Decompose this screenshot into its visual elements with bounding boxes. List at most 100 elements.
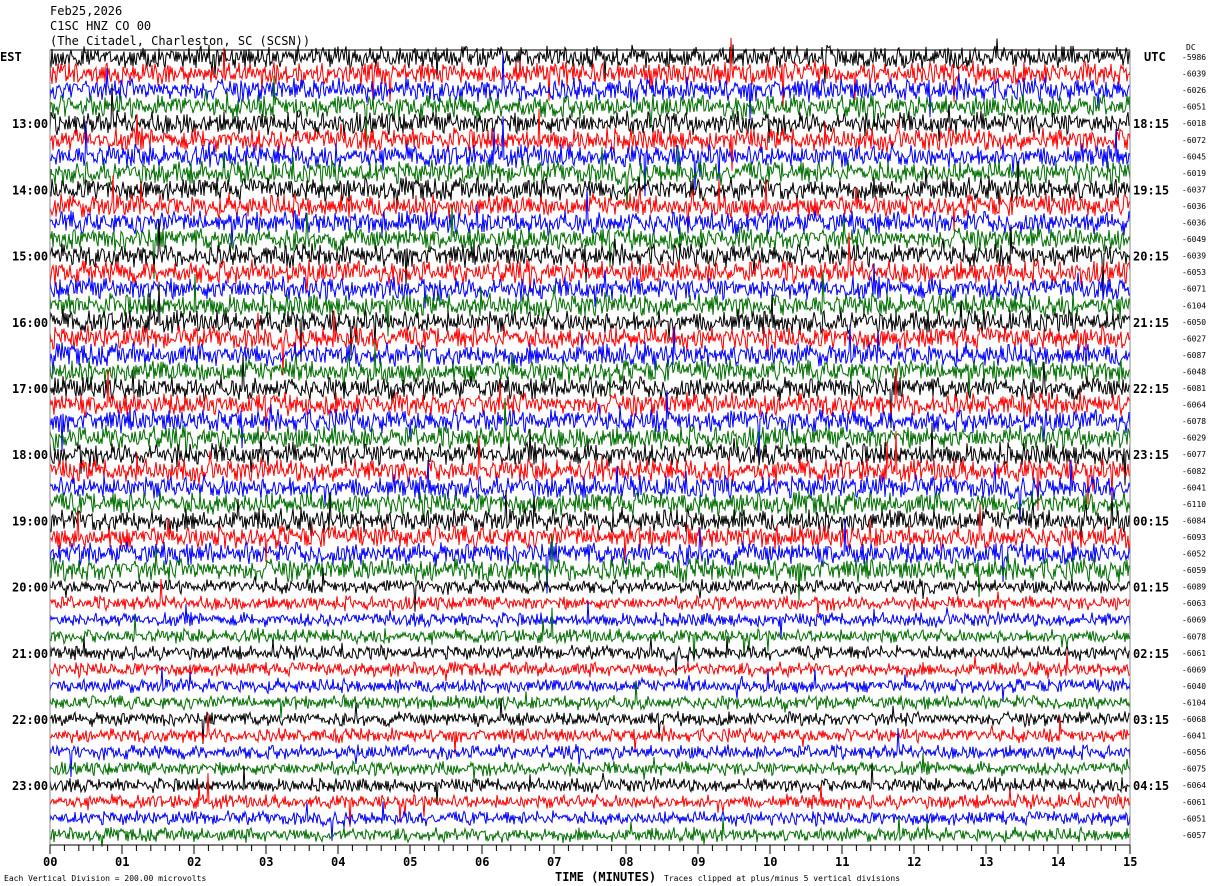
est-time-label: 18:00 (12, 448, 48, 462)
dc-offset: -6041 (1182, 732, 1206, 741)
x-tick-label: 04 (331, 855, 345, 869)
x-tick-label: 09 (691, 855, 705, 869)
trace-row-12 (49, 219, 1131, 296)
dc-offset: -6110 (1182, 500, 1206, 509)
trace-row-46 (49, 801, 1131, 841)
trace-row-23 (49, 398, 1131, 458)
dc-offset: -6048 (1182, 367, 1206, 376)
trace-row-2 (49, 53, 1131, 121)
utc-time-label: 19:15 (1133, 183, 1169, 197)
est-time-label: 21:00 (12, 647, 48, 661)
dc-offset: -6069 (1182, 665, 1206, 674)
trace-row-45 (49, 773, 1131, 827)
utc-time-label: 03:15 (1133, 713, 1169, 727)
dc-offset: -6050 (1182, 318, 1206, 327)
est-time-label: 17:00 (12, 382, 48, 396)
dc-offset: -6052 (1182, 550, 1206, 559)
trace-row-32 (49, 567, 1131, 612)
dc-offset: -6104 (1182, 698, 1206, 707)
utc-time-label: 01:15 (1133, 581, 1169, 595)
dc-offset: -6061 (1182, 798, 1206, 807)
dc-offset: -6039 (1182, 252, 1206, 261)
trace-row-25 (49, 430, 1131, 511)
trace-row-26 (49, 459, 1131, 525)
dc-offset: -6049 (1182, 235, 1206, 244)
dc-offset: -6071 (1182, 285, 1206, 294)
trace-row-6 (49, 116, 1131, 197)
dc-offset: -6053 (1182, 268, 1206, 277)
dc-offset: -6093 (1182, 533, 1206, 542)
chart-title-date: Feb25,2026 (50, 4, 123, 18)
utc-time-label: 00:15 (1133, 514, 1169, 528)
trace-row-40 (49, 697, 1131, 744)
dc-offset: -6078 (1182, 632, 1206, 641)
dc-offset: -6059 (1182, 566, 1206, 575)
scale-note: Each Vertical Division = 200.00 microvol… (4, 874, 206, 883)
est-time-label: 22:00 (12, 713, 48, 727)
trace-row-31 (49, 533, 1131, 601)
dc-offset: -6077 (1182, 450, 1206, 459)
utc-time-label: 02:15 (1133, 647, 1169, 661)
trace-row-39 (49, 681, 1131, 718)
est-labels: 13:00 14:00 15:00 16:00 17:00 18:00 19:00 20:00… (12, 117, 48, 793)
est-time-label: 15:00 (12, 250, 48, 264)
x-tick-label: 08 (619, 855, 633, 869)
est-time-label: 16:00 (12, 316, 48, 330)
dc-offset: -5986 (1182, 53, 1206, 62)
dc-offset: -6045 (1182, 152, 1206, 161)
x-tick-label: 05 (403, 855, 417, 869)
est-time-label: 19:00 (12, 514, 48, 528)
trace-row-3 (49, 75, 1131, 147)
trace-row-43 (49, 753, 1131, 781)
dc-offset: -6039 (1182, 70, 1206, 79)
trace-row-33 (49, 578, 1131, 616)
trace-row-37 (49, 652, 1131, 682)
dc-offset: -6019 (1182, 169, 1206, 178)
utc-time-label: 22:15 (1133, 382, 1169, 396)
dc-offset: -6036 (1182, 202, 1206, 211)
trace-row-17 (49, 310, 1131, 376)
trace-row-44 (49, 764, 1131, 805)
dc-offset-labels: -5986 -6039 -6026 -6051 -6018 -6072 -6045 -6019… (1182, 53, 1206, 840)
trace-row-36 (49, 635, 1131, 676)
est-time-label: 14:00 (12, 183, 48, 197)
dc-offset: -6029 (1182, 434, 1206, 443)
dc-offset: -6068 (1182, 715, 1206, 724)
trace-row-42 (49, 727, 1131, 778)
trace-row-4 (49, 83, 1130, 143)
est-time-label: 13:00 (12, 117, 48, 131)
trace-row-22 (49, 390, 1131, 462)
x-tick-label: 14 (1051, 855, 1065, 869)
dc-offset: -6051 (1182, 814, 1206, 823)
trace-row-13 (49, 232, 1131, 293)
trace-row-21 (49, 368, 1131, 434)
utc-axis-label: UTC (1144, 50, 1166, 64)
dc-offset: -6051 (1182, 103, 1206, 112)
x-tick-label: 15 (1123, 855, 1137, 869)
trace-row-0 (49, 38, 1131, 84)
trace-row-8 (49, 161, 1131, 209)
utc-time-label: 20:15 (1133, 250, 1169, 264)
chart-title-location: (The Citadel, Charleston, SC (SCSN)) (50, 34, 311, 48)
dc-offset: -6069 (1182, 616, 1206, 625)
utc-time-label: 23:15 (1133, 448, 1169, 462)
trace-row-28 (49, 490, 1131, 542)
utc-time-label: 18:15 (1133, 117, 1169, 131)
dc-offset: -6027 (1182, 334, 1206, 343)
est-axis-label: EST (0, 50, 22, 64)
dc-offset: -6078 (1182, 417, 1206, 426)
dc-offset: -6084 (1182, 516, 1206, 525)
dc-offset: -6075 (1182, 765, 1206, 774)
trace-row-47 (49, 816, 1131, 847)
chart-title-station: C1SC HNZ CO 00 (50, 19, 152, 33)
dc-offset: -6056 (1182, 748, 1206, 757)
dc-offset: -6061 (1182, 649, 1206, 658)
dc-offset: -6064 (1182, 781, 1206, 790)
dc-offset: -6036 (1182, 219, 1206, 228)
trace-row-34 (49, 600, 1131, 639)
dc-offset: -6063 (1182, 599, 1206, 608)
dc-offset: -6040 (1182, 682, 1206, 691)
trace-row-35 (49, 607, 1131, 662)
trace-row-11 (49, 204, 1131, 280)
